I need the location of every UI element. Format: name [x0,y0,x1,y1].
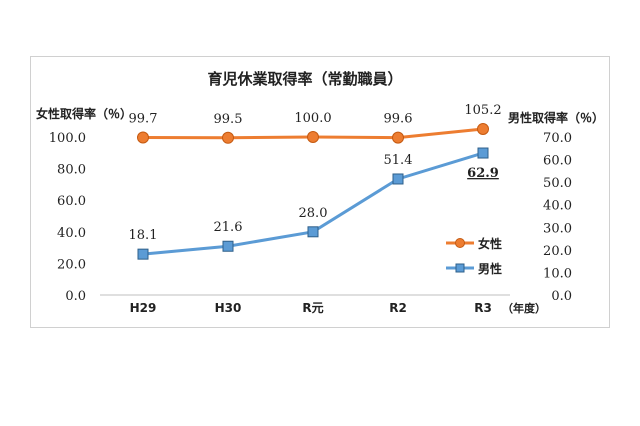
left-tick-label: 60.0 [57,194,86,209]
female-point [477,123,489,135]
right-tick-label: 70.0 [543,131,572,146]
female-data-label: 105.2 [464,103,501,118]
right-tick-label: 0.0 [551,289,572,304]
left-tick-label: 100.0 [49,131,86,146]
legend-female-label: 女性 [478,236,502,251]
female-data-label: 99.6 [384,112,413,127]
left-tick-label: 0.0 [65,289,86,304]
category-label: H29 [130,301,157,315]
male-point [222,240,234,252]
left-tick-label: 20.0 [57,257,86,272]
legend-male-marker [455,263,465,273]
right-tick-label: 30.0 [543,221,572,236]
male-series-line [142,151,484,256]
left-tick-label: 40.0 [57,226,86,241]
legend-male-label: 男性 [478,261,502,276]
right-tick-label: 60.0 [543,154,572,169]
male-point [477,147,489,159]
male-data-label: 18.1 [129,228,158,243]
series-layer: 99.7 99.5 100.0 99.6 105.2 18.1 21.6 28.0 51.4 62… [129,103,502,260]
male-data-label: 21.6 [214,220,243,235]
right-tick-label: 20.0 [543,244,572,259]
chart-frame [30,56,610,328]
category-label: R2 [389,301,407,315]
category-label: H30 [215,301,242,315]
female-point [307,131,319,143]
right-axis-title: 男性取得率（％） [508,110,604,125]
right-tick-label: 40.0 [543,199,572,214]
left-axis-title: 女性取得率（％） [36,106,132,121]
female-data-label: 99.5 [214,112,243,127]
female-point [392,131,404,144]
right-axis-ticks: 0.0 10.0 20.0 30.0 40.0 50.0 60.0 70.0 [543,131,572,304]
female-data-label: 100.0 [294,111,331,126]
female-data-label: 99.7 [129,111,158,126]
male-data-label: 51.4 [384,153,413,168]
category-labels: H29 H30 R元 R2 R3 [130,301,492,315]
male-point [307,226,319,238]
female-point [222,131,234,144]
x-axis-unit: （年度） [502,301,546,315]
male-point [392,173,404,185]
legend-female-marker [455,238,465,248]
male-data-label: 28.0 [299,206,328,221]
right-tick-label: 10.0 [543,266,572,281]
male-data-label: 62.9 [467,166,499,181]
left-tick-label: 80.0 [57,163,86,178]
male-point [137,248,149,260]
category-label: R元 [302,301,323,315]
category-label: R3 [474,301,492,315]
chart-title: 育児休業取得率（常勤職員） [207,70,402,88]
right-tick-label: 50.0 [543,176,572,191]
female-point [137,131,149,144]
left-axis-ticks: 0.0 20.0 40.0 60.0 80.0 100.0 [49,131,86,304]
